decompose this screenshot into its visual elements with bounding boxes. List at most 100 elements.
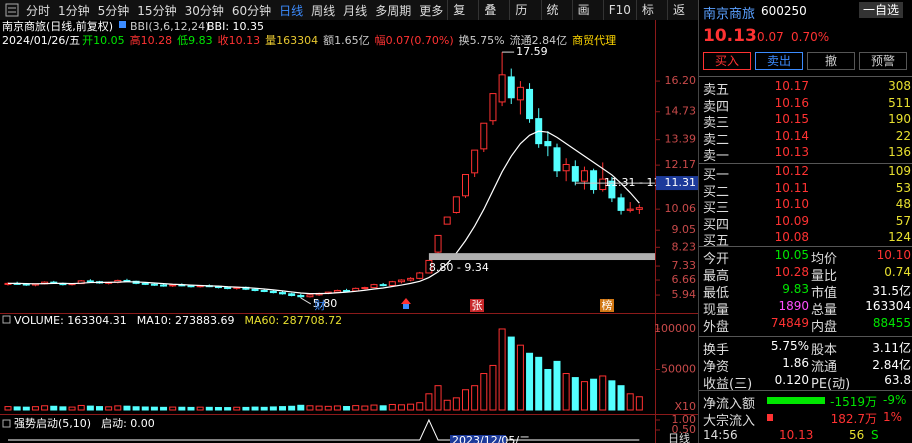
y-tick-label: 1.00	[672, 413, 697, 426]
tool-button[interactable]: F10	[602, 0, 636, 20]
stat-label: 换手	[703, 343, 730, 358]
volume-bar	[315, 405, 323, 411]
y-tick-label: 14.73	[665, 105, 697, 118]
volume-bar	[260, 406, 268, 411]
volume-bar	[379, 405, 387, 411]
book-label: 卖二	[703, 132, 730, 148]
volume-bar	[196, 406, 204, 411]
volume-bar	[178, 406, 186, 411]
period-tab[interactable]: 分时	[26, 3, 51, 18]
book-volume: 53	[895, 180, 911, 195]
period-tab[interactable]: 月线	[343, 3, 368, 18]
action-button[interactable]: 预警	[859, 52, 907, 70]
candle-body	[141, 282, 149, 285]
volume-bar	[535, 356, 543, 411]
volume-bar	[425, 393, 433, 411]
watch-button[interactable]: 一自选	[859, 2, 903, 18]
stat-value: 31.5亿	[872, 284, 911, 298]
volume-bar	[86, 405, 94, 411]
header-item: 额1.65亿	[323, 34, 370, 47]
candle-body	[590, 170, 598, 191]
period-tab[interactable]: 60分钟	[231, 3, 272, 18]
volume-bar	[443, 399, 451, 411]
candle-body	[434, 234, 442, 253]
stat-value: 0.120	[774, 373, 809, 387]
volume-bar	[626, 393, 634, 411]
volume-bar	[498, 328, 506, 411]
volume-bar	[452, 397, 460, 411]
period-tab[interactable]: 日线	[279, 3, 304, 18]
volume-bar	[370, 404, 378, 411]
volume-bar	[361, 405, 369, 411]
stat-label: 市值	[811, 286, 838, 301]
book-volume: 22	[895, 128, 911, 143]
period-tab[interactable]: 更多	[419, 3, 444, 18]
stat-value: 0.74	[884, 265, 911, 279]
book-label: 买四	[703, 217, 730, 233]
last-price: 10.13	[703, 26, 757, 46]
book-volume: 308	[888, 79, 911, 93]
period-tab[interactable]: 多周期	[375, 3, 412, 18]
action-button[interactable]: 卖出	[755, 52, 803, 70]
header-item: 低9.83	[177, 34, 213, 47]
volume-bar	[205, 406, 213, 411]
period-tab[interactable]: 1分钟	[58, 3, 90, 18]
tick-side: S	[871, 428, 879, 442]
volume-bar	[416, 402, 424, 411]
candle-body	[306, 294, 314, 298]
volume-bar	[480, 373, 488, 411]
volume-bar	[123, 405, 131, 411]
info-date: 2024/01/26/五	[2, 34, 80, 47]
separator	[699, 76, 912, 77]
bbi-line	[8, 130, 640, 295]
candle-body	[260, 289, 268, 292]
flow-label: 大宗流入	[703, 414, 756, 429]
candle-body	[599, 178, 607, 191]
book-price: 10.17	[774, 79, 809, 93]
stat-label: 现量	[703, 303, 730, 318]
unit-label: X10	[674, 400, 696, 413]
date-cursor: 2023/12/05/二	[452, 434, 530, 443]
candle-body	[462, 174, 469, 197]
stat-value: 2.84亿	[872, 358, 911, 372]
volume-bar	[31, 406, 39, 411]
flow-pct: -9%	[883, 393, 907, 407]
volume-bar	[68, 406, 76, 411]
y-tick-label: 7.33	[672, 259, 697, 272]
volume-bar	[50, 405, 58, 411]
candle-body	[544, 141, 552, 147]
stat-value: 5.75%	[770, 339, 809, 353]
separator	[699, 163, 912, 164]
stat-label: 量比	[811, 269, 838, 284]
volume-bar	[4, 406, 12, 411]
period-tab[interactable]: 15分钟	[137, 3, 177, 18]
volume-bar	[471, 385, 479, 411]
y-tick-label: 100000	[654, 322, 696, 335]
volume-bar	[343, 406, 351, 411]
period-tab[interactable]: 5分钟	[97, 3, 130, 18]
y-tick-label: 8.23	[672, 240, 697, 253]
volume-bar	[526, 352, 534, 411]
book-label: 卖四	[703, 99, 730, 115]
y-tick-label: 12.17	[665, 158, 697, 171]
period-tab[interactable]: 周线	[311, 3, 336, 18]
event-label: 榜	[602, 298, 613, 312]
volume-bar	[22, 406, 30, 411]
book-price: 10.12	[774, 164, 809, 178]
menu-icon[interactable]	[5, 3, 19, 17]
flow-value: -1519万	[830, 395, 877, 409]
volume-bar	[160, 406, 168, 411]
flow-label: 净流入额	[703, 397, 756, 412]
header-item: MA10: 273883.69	[137, 314, 235, 327]
action-button[interactable]: 买入	[703, 52, 751, 70]
volume-bar	[242, 406, 250, 411]
stat-value: 163304	[865, 299, 911, 313]
candle-body	[224, 287, 232, 290]
period-tab[interactable]: 30分钟	[184, 3, 224, 18]
period-tabs: 分时 1分钟 5分钟 15分钟 30分钟 60分钟 日线 周线 月线 多周期 更多	[0, 2, 447, 19]
min-pointer	[300, 297, 312, 305]
candle-body	[562, 164, 570, 172]
volume-bar	[571, 377, 579, 411]
y-tick-label: 10.06	[665, 202, 697, 215]
action-button[interactable]: 撤	[807, 52, 855, 70]
